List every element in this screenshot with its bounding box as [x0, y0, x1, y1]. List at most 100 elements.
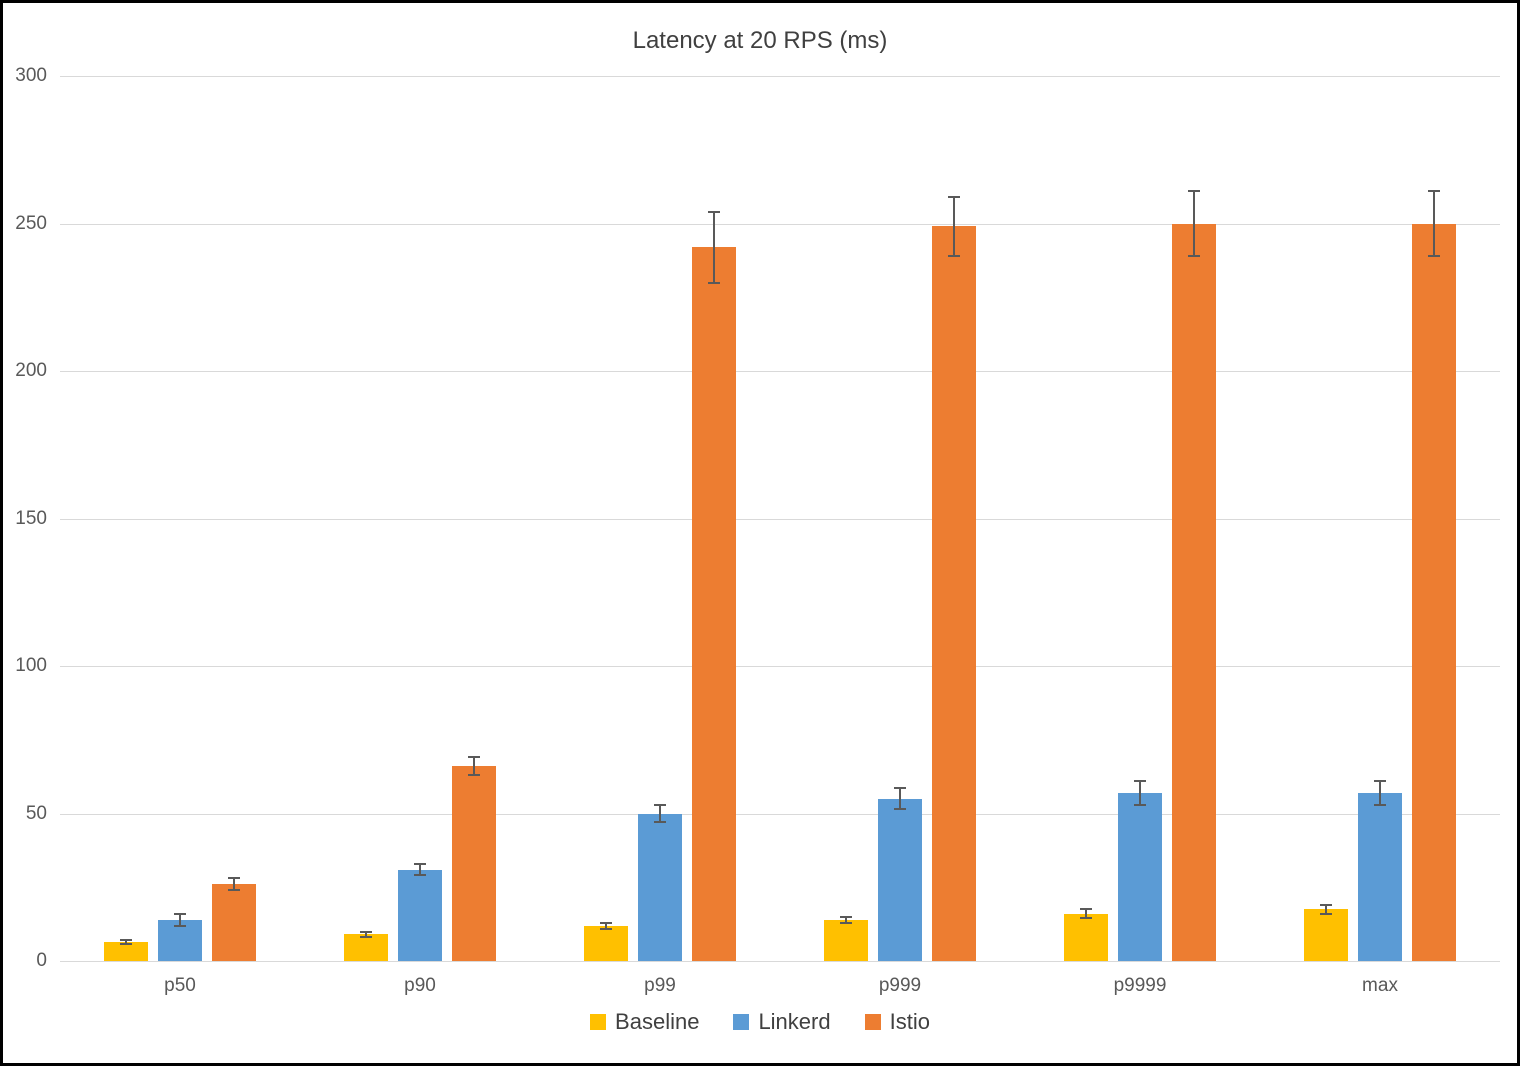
bar-group-p99	[540, 76, 780, 961]
bar-linkerd-p99	[638, 813, 682, 961]
error-bar-istio-p50	[233, 878, 235, 891]
error-cap-top	[948, 195, 960, 198]
error-cap-top	[1080, 908, 1092, 911]
error-cap-top	[120, 938, 132, 941]
x-axis-category-label: p99	[644, 975, 676, 996]
error-cap-top	[654, 803, 666, 806]
y-axis-tick-label: 0	[36, 950, 47, 971]
error-bar-baseline-p50	[125, 939, 127, 944]
error-bar-istio-p9999	[1193, 191, 1195, 256]
error-bar-baseline-p99	[605, 922, 607, 929]
error-cap-bottom	[708, 281, 720, 284]
bar-istio-max	[1412, 223, 1456, 961]
x-axis-category-label: p999	[878, 975, 922, 996]
error-cap-bottom	[654, 821, 666, 824]
bar-linkerd-max	[1358, 792, 1402, 961]
error-cap-top	[174, 912, 186, 915]
bar-istio-p50	[212, 884, 256, 961]
bar-istio-p99	[692, 247, 736, 961]
gridline-0	[60, 961, 1500, 962]
bar-baseline-p90	[344, 934, 388, 961]
x-axis-category-label: p90	[404, 975, 436, 996]
error-bar-linkerd-p99	[659, 804, 661, 823]
error-cap-top	[1320, 903, 1332, 906]
legend-label: Linkerd	[758, 1009, 831, 1034]
bar-group-p50	[60, 76, 300, 961]
bar-linkerd-p9999	[1118, 792, 1162, 961]
error-cap-top	[1374, 780, 1386, 783]
error-cap-bottom	[360, 935, 372, 938]
bar-baseline-p50	[104, 941, 148, 961]
gridline-250	[60, 223, 1500, 225]
bar-istio-p90	[452, 766, 496, 961]
y-axis-tick-label: 100	[15, 655, 47, 676]
error-cap-bottom	[1080, 917, 1092, 920]
error-cap-bottom	[948, 254, 960, 257]
error-cap-top	[1134, 780, 1146, 783]
gridline-300	[60, 76, 1500, 77]
error-cap-top	[894, 787, 906, 790]
bar-linkerd-p90	[398, 869, 442, 961]
legend-item-istio: Istio	[864, 1009, 930, 1035]
error-cap-top	[360, 931, 372, 934]
legend-label: Baseline	[615, 1009, 700, 1034]
error-cap-top	[708, 210, 720, 213]
error-cap-bottom	[894, 808, 906, 811]
error-cap-top	[468, 756, 480, 759]
error-cap-bottom	[120, 942, 132, 945]
legend-label: Istio	[889, 1009, 930, 1034]
error-cap-bottom	[174, 924, 186, 927]
bar-group-max	[1260, 76, 1500, 961]
error-bar-linkerd-p90	[419, 863, 421, 876]
y-axis-tick-label: 300	[15, 65, 47, 86]
error-cap-top	[840, 915, 852, 918]
gridline-100	[60, 666, 1500, 667]
error-bar-linkerd-p9999	[1139, 781, 1141, 805]
x-axis-category-label: p9999	[1113, 975, 1167, 996]
chart-title: Latency at 20 RPS (ms)	[632, 27, 888, 54]
error-cap-top	[600, 921, 612, 924]
error-cap-bottom	[1134, 803, 1146, 806]
legend: Baseline Linkerd Istio	[3, 1009, 1517, 1035]
bar-baseline-p99	[584, 925, 628, 961]
bar-baseline-p999	[824, 919, 868, 961]
y-axis-tick-label: 200	[15, 360, 47, 381]
error-cap-bottom	[1374, 803, 1386, 806]
error-bar-linkerd-p999	[899, 788, 901, 810]
bar-istio-p9999	[1172, 223, 1216, 961]
error-cap-bottom	[414, 874, 426, 877]
legend-item-linkerd: Linkerd	[733, 1009, 831, 1035]
gridline-150	[60, 518, 1500, 520]
error-cap-top	[1428, 190, 1440, 193]
legend-swatch-icon	[864, 1014, 881, 1030]
error-cap-bottom	[1188, 254, 1200, 257]
error-bar-baseline-p9999	[1085, 909, 1087, 919]
y-axis-tick-label: 250	[15, 212, 47, 234]
error-cap-bottom	[1320, 912, 1332, 915]
error-bar-linkerd-p50	[179, 913, 181, 926]
legend-swatch-icon	[733, 1014, 750, 1030]
legend-item-baseline: Baseline	[590, 1009, 699, 1035]
error-bar-baseline-max	[1325, 904, 1327, 914]
y-axis-tick-label: 50	[25, 802, 47, 824]
error-cap-bottom	[228, 889, 240, 892]
error-cap-bottom	[840, 921, 852, 924]
bar-linkerd-p999	[878, 798, 922, 961]
legend-swatch-icon	[590, 1014, 607, 1030]
bar-baseline-max	[1304, 909, 1348, 961]
bar-group-p90	[300, 76, 540, 961]
y-axis-tick-label: 150	[15, 507, 47, 529]
bar-baseline-p9999	[1064, 913, 1108, 961]
error-cap-top	[1188, 190, 1200, 193]
error-cap-bottom	[468, 774, 480, 777]
error-bar-istio-p99	[713, 211, 715, 283]
plot-area: 0 50 100 150 200 250 300 p50 p90 p99 p999 p9999 max	[15, 65, 1500, 996]
error-bar-linkerd-max	[1379, 781, 1381, 805]
bar-group-p999	[780, 76, 1020, 961]
error-bar-istio-max	[1433, 191, 1435, 256]
gridline-200	[60, 371, 1500, 372]
error-bar-istio-p90	[473, 757, 475, 776]
bar-istio-p999	[932, 226, 976, 961]
gridline-50	[60, 813, 1500, 815]
